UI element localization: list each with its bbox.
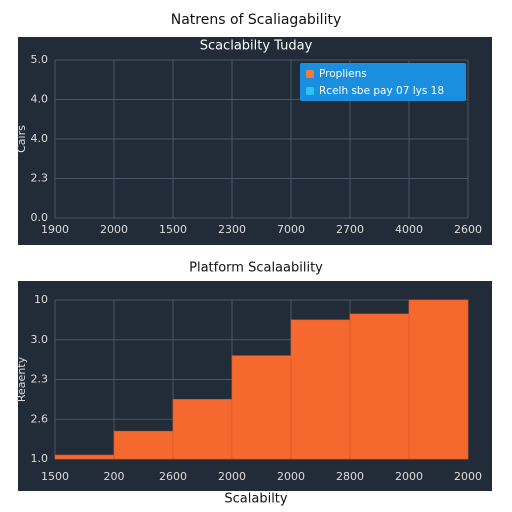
y-tick-label: 5.0 <box>31 53 49 66</box>
x-tick-label: 1500 <box>41 470 69 483</box>
y-axis-label: Reaenty <box>15 356 28 402</box>
x-tick-label: 2600 <box>159 470 187 483</box>
page-title: Natrens of Scaliagability <box>171 12 341 28</box>
legend-box <box>300 63 466 101</box>
y-tick-label: 10 <box>34 293 48 306</box>
y-tick-label: 2.3 <box>31 172 49 185</box>
y-tick-label: 2.3 <box>31 373 49 386</box>
x-tick-label: 2700 <box>336 223 364 236</box>
x-tick-label: 1900 <box>41 223 69 236</box>
bar <box>54 454 115 460</box>
y-tick-label: 3.0 <box>31 333 49 346</box>
x-tick-label: 2300 <box>218 223 246 236</box>
chart-title: Platform Scalaability <box>189 261 323 276</box>
bar <box>408 299 469 460</box>
x-tick-label: 4000 <box>395 223 423 236</box>
y-tick-label: 0.0 <box>31 211 49 224</box>
bar <box>172 399 233 460</box>
y-tick-label: 4.0 <box>31 93 49 106</box>
legend-label: Propliens <box>319 68 367 80</box>
chart-title: Scaclabilty Tuday <box>200 39 313 54</box>
x-tick-label: 1500 <box>159 223 187 236</box>
x-tick-label: 2000 <box>277 470 305 483</box>
x-tick-label: 7000 <box>277 223 305 236</box>
x-tick-label: 2000 <box>454 470 482 483</box>
bar <box>349 313 410 460</box>
y-tick-label: 4.0 <box>31 132 49 145</box>
legend-swatch <box>306 70 314 78</box>
bar <box>290 319 351 460</box>
x-tick-label: 2800 <box>336 470 364 483</box>
x-tick-label: 200 <box>104 470 125 483</box>
x-tick-label: 2000 <box>218 470 246 483</box>
y-axis-label: Cairs <box>15 125 28 153</box>
x-axis-label: Scalabilty <box>224 492 288 507</box>
x-tick-label: 2600 <box>454 223 482 236</box>
bar <box>113 430 174 460</box>
legend-label: Rcelh sbe pay 07 lys 18 <box>319 85 444 97</box>
legend-swatch <box>306 87 314 95</box>
bar <box>231 355 292 460</box>
y-tick-label: 2.6 <box>31 412 49 425</box>
x-tick-label: 2000 <box>395 470 423 483</box>
y-tick-label: 1.0 <box>31 452 49 465</box>
x-tick-label: 2000 <box>100 223 128 236</box>
